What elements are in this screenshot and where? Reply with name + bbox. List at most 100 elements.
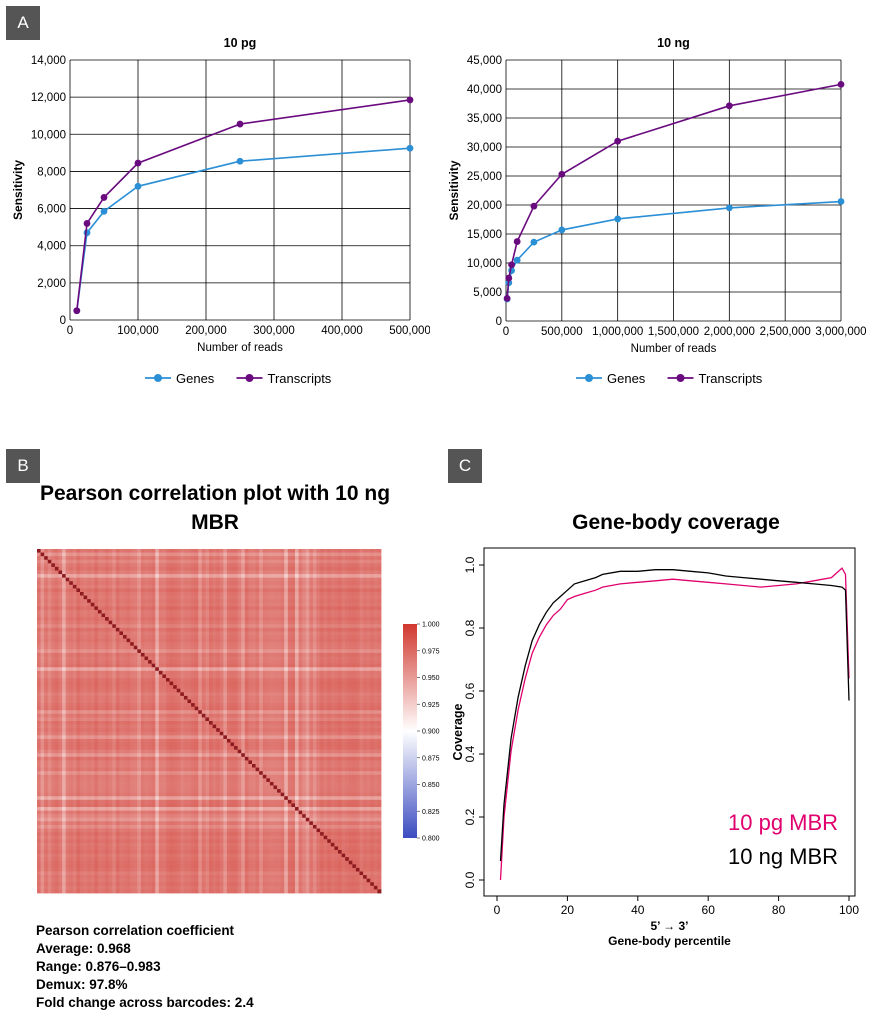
heatmap-cell	[58, 609, 63, 614]
heatmap-cell	[94, 660, 99, 665]
heatmap-cell	[137, 652, 142, 657]
heatmap-cell	[112, 606, 117, 611]
heatmap-cell	[212, 721, 217, 725]
heatmap-cell	[216, 581, 221, 586]
heatmap-cell	[58, 581, 63, 586]
heatmap-cell	[320, 581, 325, 586]
heatmap-cell	[51, 617, 56, 622]
heatmap-cell	[219, 559, 224, 564]
heatmap-cell	[69, 656, 74, 661]
heatmap-cell	[187, 602, 192, 607]
heatmap-cell	[255, 563, 260, 568]
heatmap-cell	[115, 706, 120, 711]
heatmap-cell	[40, 624, 45, 629]
heatmap-cell	[191, 692, 196, 697]
heatmap-cell	[158, 678, 163, 682]
heatmap-cell	[47, 721, 52, 725]
heatmap-cell	[37, 674, 41, 679]
heatmap-cell	[173, 556, 178, 561]
heatmap-diagonal-cell	[166, 678, 170, 682]
heatmap-cell	[237, 681, 242, 686]
heatmap-cell	[130, 649, 135, 654]
heatmap-cell	[352, 624, 357, 629]
heatmap-cell	[277, 642, 282, 647]
heatmap-cell	[187, 588, 192, 593]
heatmap-cell	[47, 706, 52, 711]
heatmap-cell	[262, 681, 267, 686]
chart-10pg-legend-transcripts-label: Transcripts	[268, 371, 332, 386]
heatmap-cell	[151, 581, 156, 586]
heatmap-cell	[54, 681, 59, 686]
heatmap-cell	[237, 635, 242, 639]
heatmap-cell	[363, 699, 368, 704]
heatmap-cell	[273, 667, 278, 672]
heatmap-cell	[54, 649, 59, 654]
heatmap-cell	[244, 660, 249, 665]
heatmap-cell	[80, 552, 84, 557]
heatmap-cell	[302, 577, 307, 582]
heatmap-cell	[277, 670, 282, 675]
heatmap-cell	[366, 674, 371, 679]
heatmap-cell	[291, 638, 296, 643]
heatmap-cell	[373, 692, 378, 697]
heatmap-cell	[269, 674, 274, 679]
heatmap-cell	[252, 581, 256, 586]
heatmap-cell	[359, 638, 364, 643]
heatmap-cell	[269, 703, 274, 708]
heatmap-cell	[105, 681, 110, 686]
heatmap-cell	[155, 656, 160, 661]
heatmap-cell	[269, 552, 274, 557]
heatmap-cell	[191, 721, 196, 725]
heatmap-cell	[363, 678, 368, 682]
heatmap-cell	[226, 588, 231, 593]
heatmap-cell	[169, 728, 174, 733]
heatmap-cell	[280, 674, 285, 679]
heatmap-cell	[173, 627, 178, 632]
heatmap-cell	[355, 706, 360, 711]
heatmap-cell	[309, 631, 314, 636]
heatmap-cell	[101, 588, 106, 593]
heatmap-cell	[112, 721, 117, 725]
heatmap-cell	[94, 721, 99, 725]
heatmap-cell	[87, 549, 92, 553]
heatmap-cell	[51, 703, 56, 708]
heatmap-cell	[173, 566, 178, 571]
heatmap-cell	[348, 699, 353, 704]
heatmap-cell	[302, 617, 307, 622]
heatmap-cell	[269, 728, 274, 733]
heatmap-cell	[252, 710, 256, 715]
heatmap-cell	[305, 695, 310, 700]
heatmap-cell	[76, 584, 81, 589]
heatmap-cell	[366, 606, 371, 611]
heatmap-cell	[284, 695, 289, 700]
heatmap-cell	[359, 599, 364, 604]
heatmap-cell	[269, 724, 274, 729]
heatmap-cell	[69, 674, 74, 679]
heatmap-cell	[187, 667, 192, 672]
heatmap-cell	[295, 681, 299, 686]
heatmap-cell	[148, 649, 153, 654]
heatmap-cell	[37, 667, 41, 672]
heatmap-cell	[65, 606, 70, 611]
heatmap-cell	[316, 552, 321, 557]
heatmap-cell	[180, 595, 185, 600]
heatmap-cell	[291, 566, 296, 571]
heatmap-cell	[366, 556, 371, 561]
heatmap-cell	[316, 678, 321, 682]
heatmap-cell	[212, 577, 217, 582]
heatmap-cell	[237, 688, 242, 693]
heatmap-cell	[237, 592, 242, 596]
heatmap-cell	[284, 652, 289, 657]
heatmap-cell	[320, 656, 325, 661]
heatmap-cell	[166, 713, 170, 718]
heatmap-cell	[69, 695, 74, 700]
heatmap-cell	[62, 592, 67, 596]
heatmap-cell	[133, 670, 138, 675]
heatmap-cell	[305, 588, 310, 593]
heatmap-cell	[80, 559, 84, 564]
heatmap-cell	[76, 706, 81, 711]
heatmap-cell	[83, 642, 88, 647]
heatmap-cell	[205, 695, 210, 700]
heatmap-cell	[363, 620, 368, 625]
heatmap-cell	[108, 649, 113, 654]
